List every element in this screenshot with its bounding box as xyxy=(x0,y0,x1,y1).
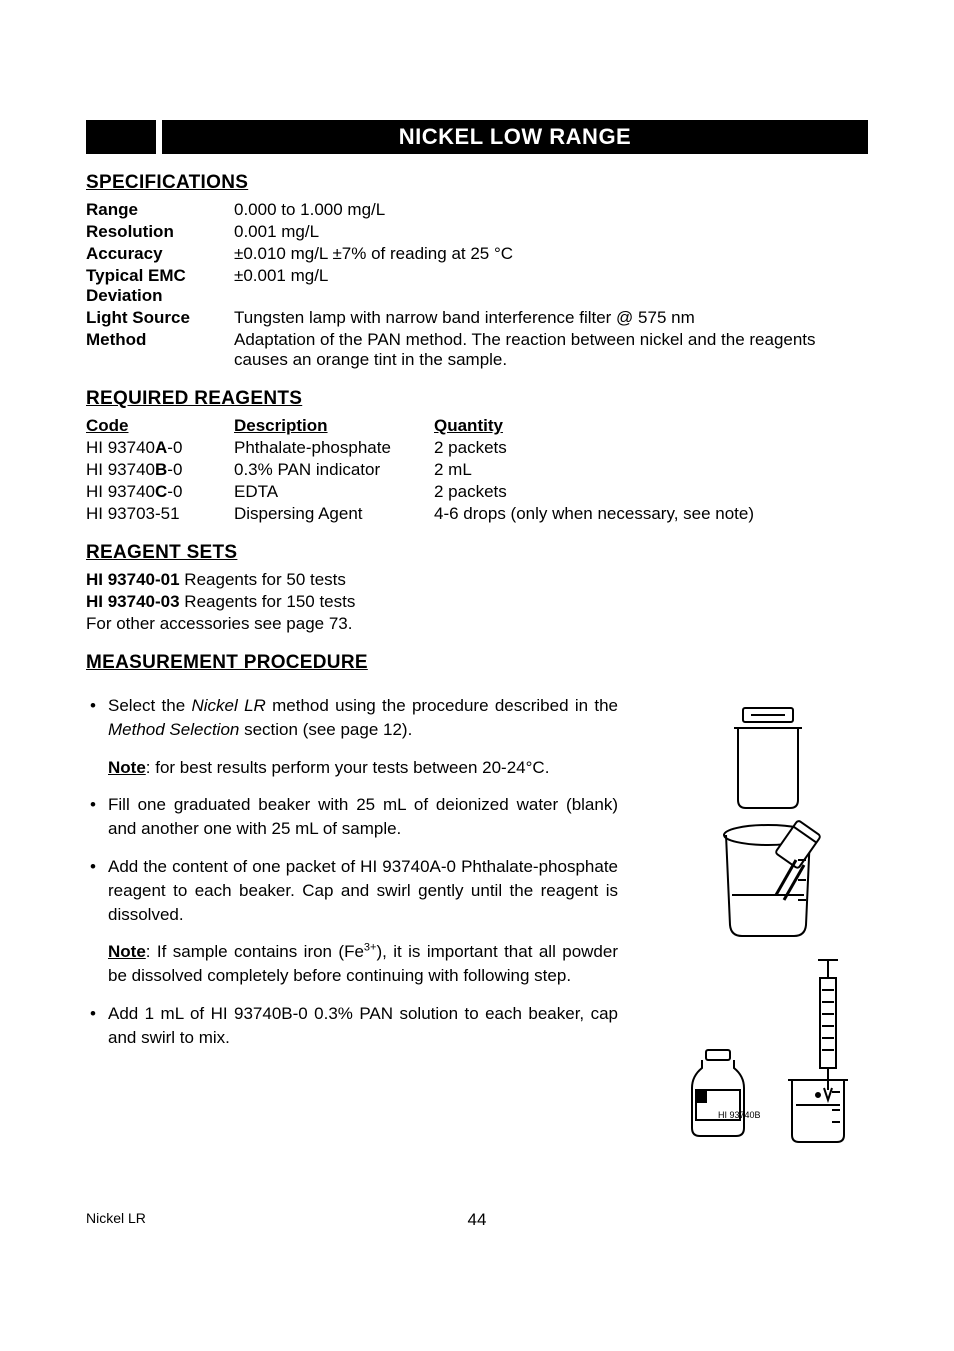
reagent-col-desc: Description xyxy=(234,416,434,436)
step-text: Select the xyxy=(108,696,191,715)
reagent-col-code: Code xyxy=(86,416,234,436)
step-text: section (see page 12). xyxy=(239,720,412,739)
reagent-qty: 4-6 drops (only when necessary, see note… xyxy=(434,504,868,524)
reagent-code: HI 93703-51 xyxy=(86,504,234,524)
procedure-step: Add 1 mL of HI 93740B-0 0.3% PAN solutio… xyxy=(86,1002,618,1050)
spec-row: Range 0.000 to 1.000 mg/L xyxy=(86,200,868,220)
reagent-row: HI 93740B-0 0.3% PAN indicator 2 mL xyxy=(86,460,868,480)
spec-row: Method Adaptation of the PAN method. The… xyxy=(86,330,868,370)
spec-value: 0.000 to 1.000 mg/L xyxy=(234,200,868,220)
reagent-qty: 2 packets xyxy=(434,482,868,502)
procedure-text: Select the Nickel LR method using the pr… xyxy=(86,680,618,1160)
note-superscript: 3+ xyxy=(364,942,377,954)
reagent-desc: Dispersing Agent xyxy=(234,504,434,524)
spec-row: Typical EMC Deviation ±0.001 mg/L xyxy=(86,266,868,306)
reagent-header-row: Code Description Quantity xyxy=(86,416,868,436)
code-bold: B xyxy=(155,460,167,479)
spec-label: Light Source xyxy=(86,308,234,328)
spec-label: Typical EMC Deviation xyxy=(86,266,234,306)
specifications-block: Range 0.000 to 1.000 mg/L Resolution 0.0… xyxy=(86,200,868,370)
note-label: Note xyxy=(108,942,146,961)
procedure-illustrations: HI 93740B xyxy=(648,680,868,1160)
reagent-code: HI 93740A-0 xyxy=(86,438,234,458)
footer-page-number: 44 xyxy=(286,1210,668,1230)
spec-value: Tungsten lamp with narrow band interfere… xyxy=(234,308,868,328)
procedure-note: Note: If sample contains iron (Fe3+), it… xyxy=(86,940,618,988)
footer-right xyxy=(668,1210,868,1230)
spec-label: Resolution xyxy=(86,222,234,242)
sets-aftertext: For other accessories see page 73. xyxy=(86,614,868,634)
step-italic: Method Selection xyxy=(108,720,239,739)
code-prefix: HI 93740 xyxy=(86,460,155,479)
spec-row: Light Source Tungsten lamp with narrow b… xyxy=(86,308,868,328)
code-bold: C xyxy=(155,482,167,501)
procedure-step: Add the content of one packet of HI 9374… xyxy=(86,855,618,926)
title-bar-accent xyxy=(86,120,156,154)
footer-left: Nickel LR xyxy=(86,1210,286,1230)
procedure-note: Note: for best results perform your test… xyxy=(86,756,618,780)
set-code: HI 93740-01 xyxy=(86,570,180,589)
title-bar: NICKEL LOW RANGE xyxy=(86,120,868,154)
set-desc: Reagents for 50 tests xyxy=(180,570,346,589)
note-label: Note xyxy=(108,758,146,777)
spec-label: Accuracy xyxy=(86,244,234,264)
spec-row: Resolution 0.001 mg/L xyxy=(86,222,868,242)
procedure-step: Select the Nickel LR method using the pr… xyxy=(86,694,618,742)
specifications-heading: SPECIFICATIONS xyxy=(86,172,868,194)
note-text: : for best results perform your tests be… xyxy=(146,758,550,777)
step-text: method using the procedure described in … xyxy=(266,696,618,715)
spec-row: Accuracy ±0.010 mg/L ±7% of reading at 2… xyxy=(86,244,868,264)
reagent-row: HI 93740C-0 EDTA 2 packets xyxy=(86,482,868,502)
reagent-qty: 2 mL xyxy=(434,460,868,480)
reagent-desc: 0.3% PAN indicator xyxy=(234,460,434,480)
set-desc: Reagents for 150 tests xyxy=(180,592,356,611)
code-suffix: -0 xyxy=(167,438,182,457)
set-line: HI 93740-03 Reagents for 150 tests xyxy=(86,592,868,612)
set-code: HI 93740-03 xyxy=(86,592,180,611)
reagent-col-qty: Quantity xyxy=(434,416,868,436)
step-italic: Nickel LR xyxy=(191,696,265,715)
page-title: NICKEL LOW RANGE xyxy=(162,120,868,154)
code-prefix: HI 93703-51 xyxy=(86,504,180,523)
reagent-code: HI 93740B-0 xyxy=(86,460,234,480)
spec-label: Method xyxy=(86,330,234,370)
illustration-svg: HI 93740B xyxy=(648,700,868,1160)
reagent-row: HI 93703-51 Dispersing Agent 4-6 drops (… xyxy=(86,504,868,524)
code-prefix: HI 93740 xyxy=(86,438,155,457)
code-suffix: -0 xyxy=(167,482,182,501)
reagent-code: HI 93740C-0 xyxy=(86,482,234,502)
sets-heading: REAGENT SETS xyxy=(86,542,868,564)
spec-value: 0.001 mg/L xyxy=(234,222,868,242)
procedure-area: Select the Nickel LR method using the pr… xyxy=(86,680,868,1160)
note-text: : If sample contains iron (Fe xyxy=(146,942,364,961)
code-bold: A xyxy=(155,438,167,457)
page-footer: Nickel LR 44 xyxy=(86,1210,868,1230)
code-prefix: HI 93740 xyxy=(86,482,155,501)
spec-value: ±0.010 mg/L ±7% of reading at 25 °C xyxy=(234,244,868,264)
reagent-row: HI 93740A-0 Phthalate-phosphate 2 packet… xyxy=(86,438,868,458)
reagents-heading: REQUIRED REAGENTS xyxy=(86,388,868,410)
set-line: HI 93740-01 Reagents for 50 tests xyxy=(86,570,868,590)
bottle-label: HI 93740B xyxy=(718,1110,761,1120)
spec-label: Range xyxy=(86,200,234,220)
procedure-step: Fill one graduated beaker with 25 mL of … xyxy=(86,793,618,841)
reagent-qty: 2 packets xyxy=(434,438,868,458)
spec-value: ±0.001 mg/L xyxy=(234,266,868,306)
reagent-desc: EDTA xyxy=(234,482,434,502)
reagent-desc: Phthalate-phosphate xyxy=(234,438,434,458)
procedure-heading: MEASUREMENT PROCEDURE xyxy=(86,652,868,674)
spec-value: Adaptation of the PAN method. The reacti… xyxy=(234,330,868,370)
code-suffix: -0 xyxy=(167,460,182,479)
